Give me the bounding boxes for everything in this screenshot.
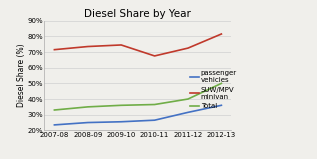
SUW/MPV
minivan <box>219 33 223 35</box>
Title: Diesel Share by Year: Diesel Share by Year <box>84 8 191 18</box>
passenger
vehicles <box>186 111 190 113</box>
Total <box>186 98 190 100</box>
Total <box>153 104 157 105</box>
SUW/MPV
minivan <box>119 44 123 46</box>
passenger
vehicles <box>219 104 223 106</box>
SUW/MPV
minivan <box>86 46 90 48</box>
passenger
vehicles <box>119 121 123 123</box>
Line: SUW/MPV
minivan: SUW/MPV minivan <box>55 34 221 56</box>
Total <box>86 106 90 108</box>
passenger
vehicles <box>153 119 157 121</box>
Y-axis label: Diesel Share (%): Diesel Share (%) <box>17 44 26 107</box>
Line: Total: Total <box>55 83 221 110</box>
passenger
vehicles <box>53 124 56 126</box>
Total <box>53 109 56 111</box>
SUW/MPV
minivan <box>153 55 157 57</box>
Total <box>119 104 123 106</box>
SUW/MPV
minivan <box>53 49 56 51</box>
Legend: passenger
vehicles, SUW/MPV
minivan, Total: passenger vehicles, SUW/MPV minivan, Tot… <box>190 70 237 109</box>
Line: passenger
vehicles: passenger vehicles <box>55 105 221 125</box>
passenger
vehicles <box>86 122 90 124</box>
SUW/MPV
minivan <box>186 47 190 49</box>
Total <box>219 82 223 84</box>
